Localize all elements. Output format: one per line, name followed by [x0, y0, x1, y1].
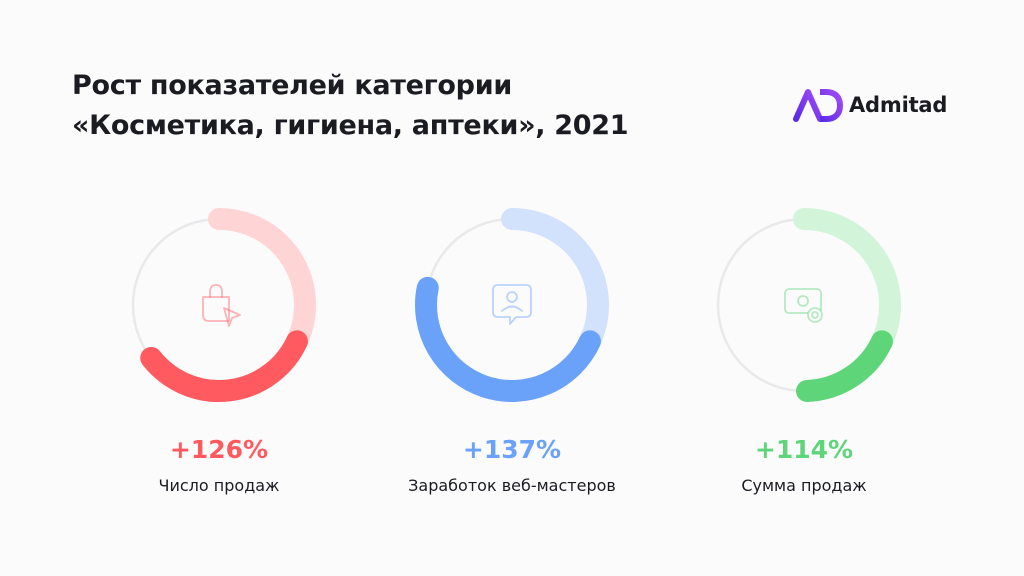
metric-label: Сумма продаж	[741, 476, 867, 495]
metric-value: +137%	[462, 435, 562, 464]
admitad-logo-icon	[793, 89, 843, 122]
metric-value: +114%	[754, 435, 854, 464]
shopping-bag-cursor-icon	[202, 284, 241, 327]
progress-ring	[415, 208, 609, 402]
ring-light-arc	[501, 208, 609, 353]
metric-label: Число продаж	[158, 476, 280, 495]
metric-card-sales-count: +126% Число продаж	[109, 205, 329, 497]
progress-ring	[131, 208, 316, 402]
metric-value: +126%	[169, 435, 269, 464]
page-title: Рост показателей категории «Косметика, г…	[72, 66, 629, 146]
logo-text: Admitad	[849, 93, 948, 117]
metric-card-sales-amount: +114% Сумма продаж	[694, 205, 914, 497]
money-coins-icon	[784, 288, 823, 323]
user-profile-chat-icon	[492, 284, 532, 325]
ring-main-arc	[140, 330, 308, 402]
ring-light-arc	[208, 208, 316, 353]
page-title-line2: «Косметика, гигиена, аптеки», 2021	[72, 110, 629, 141]
ring-light-arc	[793, 208, 901, 353]
metric-label: Заработок веб-мастеров	[408, 476, 616, 495]
page-title-line1: Рост показателей категории	[72, 70, 512, 101]
ring-main-arc	[796, 330, 893, 402]
ring-main-arc	[415, 276, 601, 402]
admitad-logo: Admitad	[793, 88, 947, 122]
progress-ring	[716, 208, 901, 402]
metric-card-webmaster-earnings: +137% Заработок веб-мастеров	[402, 205, 622, 497]
